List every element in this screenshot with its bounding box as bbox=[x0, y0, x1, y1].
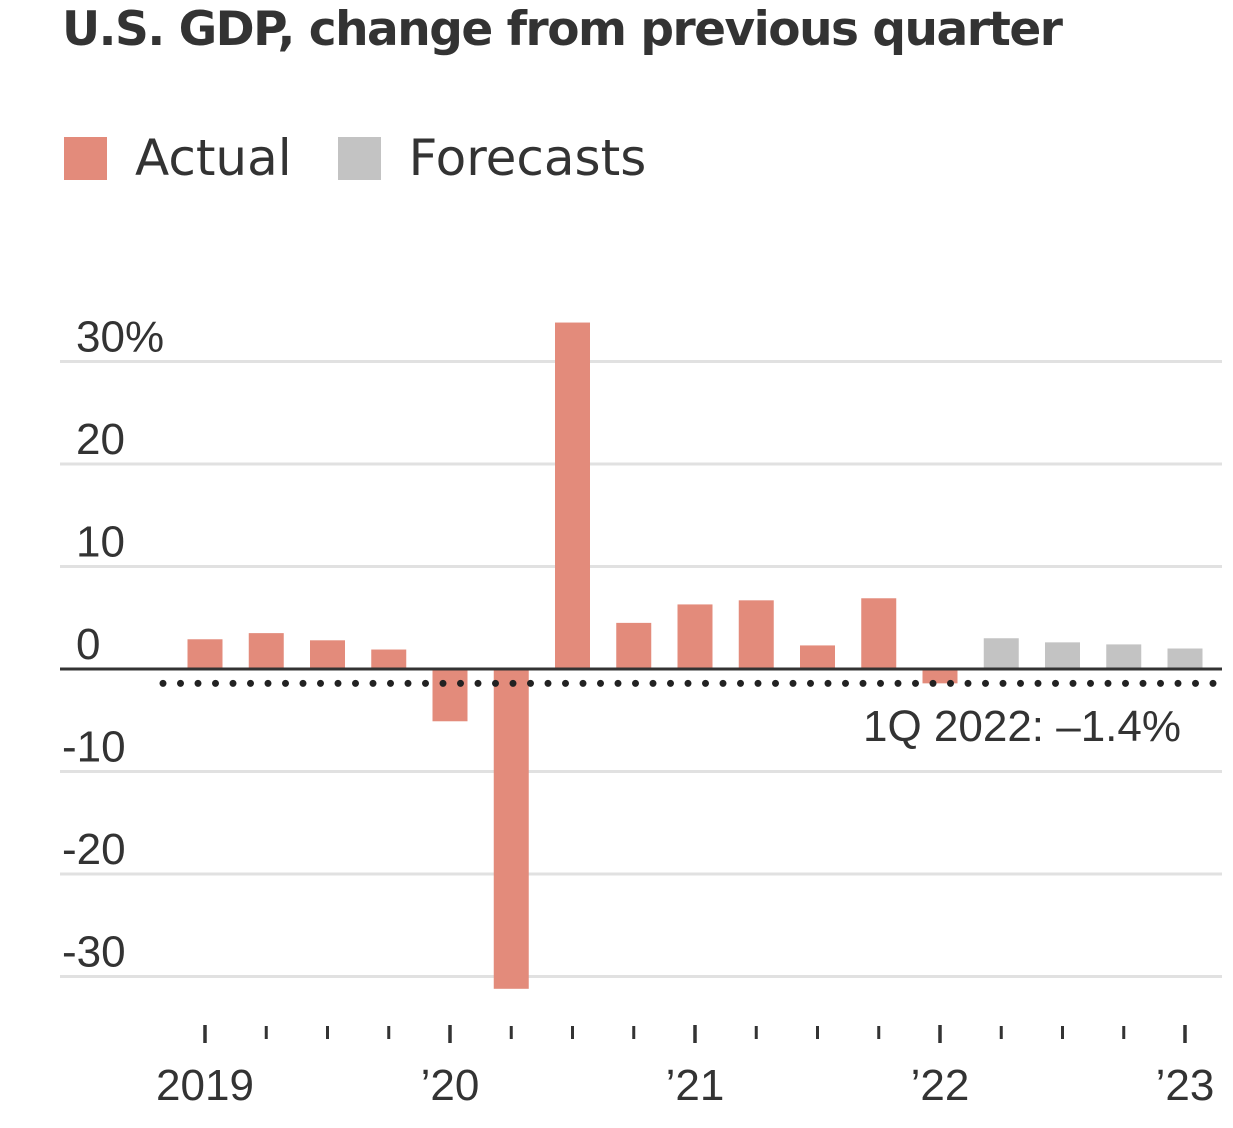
bar-forecast bbox=[1106, 644, 1142, 669]
y-tick-label: -30 bbox=[62, 928, 126, 977]
x-tick-label: 2019 bbox=[156, 1061, 254, 1110]
bar-forecast bbox=[1045, 642, 1080, 669]
bar-actual bbox=[248, 633, 284, 669]
y-tick-label: 30% bbox=[76, 313, 164, 362]
bar-actual bbox=[187, 639, 223, 669]
x-tick-label: ’22 bbox=[911, 1061, 970, 1110]
y-tick-label: 10 bbox=[76, 518, 125, 567]
bar-actual bbox=[310, 640, 345, 669]
legend-label-actual: Actual bbox=[135, 129, 292, 187]
x-tick-label: ’23 bbox=[1156, 1061, 1215, 1110]
bar-actual bbox=[861, 598, 897, 669]
bar-actual bbox=[677, 604, 713, 669]
chart-title: U.S. GDP, change from previous quarter bbox=[62, 2, 1063, 57]
legend-swatch-forecasts bbox=[337, 136, 381, 180]
y-tick-label: 0 bbox=[76, 620, 100, 669]
bar-actual bbox=[432, 669, 468, 722]
y-tick-label: -10 bbox=[62, 723, 126, 772]
x-tick-label: ’21 bbox=[666, 1061, 725, 1110]
y-tick-label: -20 bbox=[62, 825, 126, 874]
bar-actual bbox=[800, 645, 835, 669]
bar-actual bbox=[371, 649, 407, 669]
bar-actual bbox=[555, 322, 590, 669]
bar-actual bbox=[738, 600, 774, 669]
legend-item-forecasts: Forecasts bbox=[337, 129, 647, 187]
y-tick-label: 20 bbox=[76, 415, 125, 464]
legend: Actual Forecasts bbox=[64, 128, 692, 188]
x-tick-label: ’20 bbox=[421, 1061, 480, 1110]
legend-swatch-actual bbox=[64, 136, 107, 180]
bar-forecast bbox=[1167, 648, 1203, 669]
legend-item-actual: Actual bbox=[64, 129, 292, 187]
bar-actual bbox=[616, 622, 652, 669]
legend-label-forecasts: Forecasts bbox=[408, 129, 647, 187]
bar-actual bbox=[493, 669, 529, 989]
reference-annotation: 1Q 2022: –1.4% bbox=[863, 702, 1181, 751]
bar-actual bbox=[922, 669, 958, 684]
bar-forecast bbox=[983, 638, 1019, 669]
